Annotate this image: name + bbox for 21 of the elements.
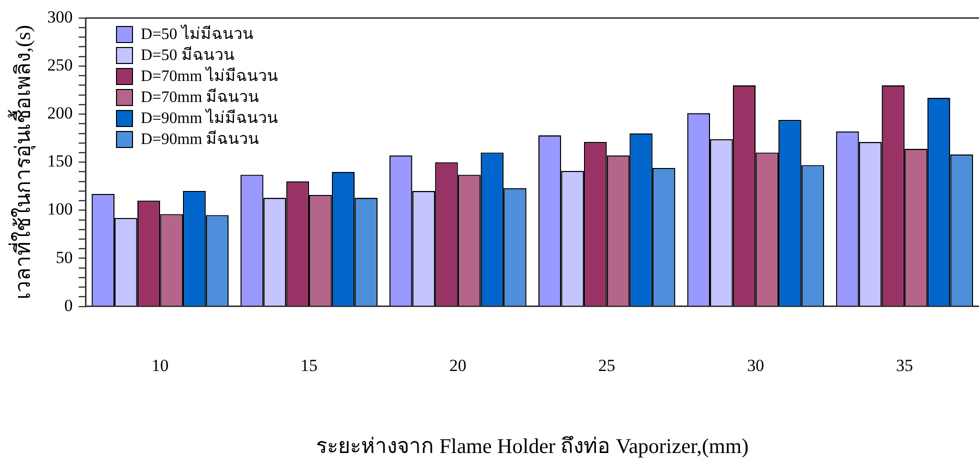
y-tick-label: 50	[56, 248, 73, 267]
legend-label: D=90mm มีฉนวน	[140, 129, 260, 150]
legend-label: D=90mm ไม่มีฉนวน	[140, 108, 278, 129]
x-tick-label: 25	[598, 356, 616, 376]
legend-label: D=50 ไม่มีฉนวน	[140, 24, 254, 45]
legend-label: D=50 มีฉนวน	[140, 45, 234, 66]
legend-label: D=70mm มีฉนวน	[140, 87, 260, 108]
x-tick-label: 15	[300, 356, 318, 376]
y-tick-label: 150	[47, 152, 73, 171]
x-axis-title: ระยะห่างจาก Flame Holder ถึงท่อ Vaporizer,(mm)	[316, 434, 749, 458]
x-tick-label: 30	[747, 356, 764, 376]
legend-label: D=70mm ไม่มีฉนวน	[140, 66, 278, 87]
x-tick-label: 35	[896, 356, 914, 376]
y-tick-label: 100	[47, 200, 73, 219]
y-tick-label: 250	[47, 56, 73, 75]
x-tick-label: 20	[449, 356, 466, 376]
x-tick-label: 10	[152, 356, 169, 376]
y-tick-label: 200	[47, 104, 73, 123]
y-tick-label: 0	[64, 296, 73, 315]
y-axis-title: เวลาที่ใช้ในการอุ่นเชื้อเพลิง,(s)	[8, 24, 36, 300]
y-tick-label: 300	[47, 7, 73, 26]
